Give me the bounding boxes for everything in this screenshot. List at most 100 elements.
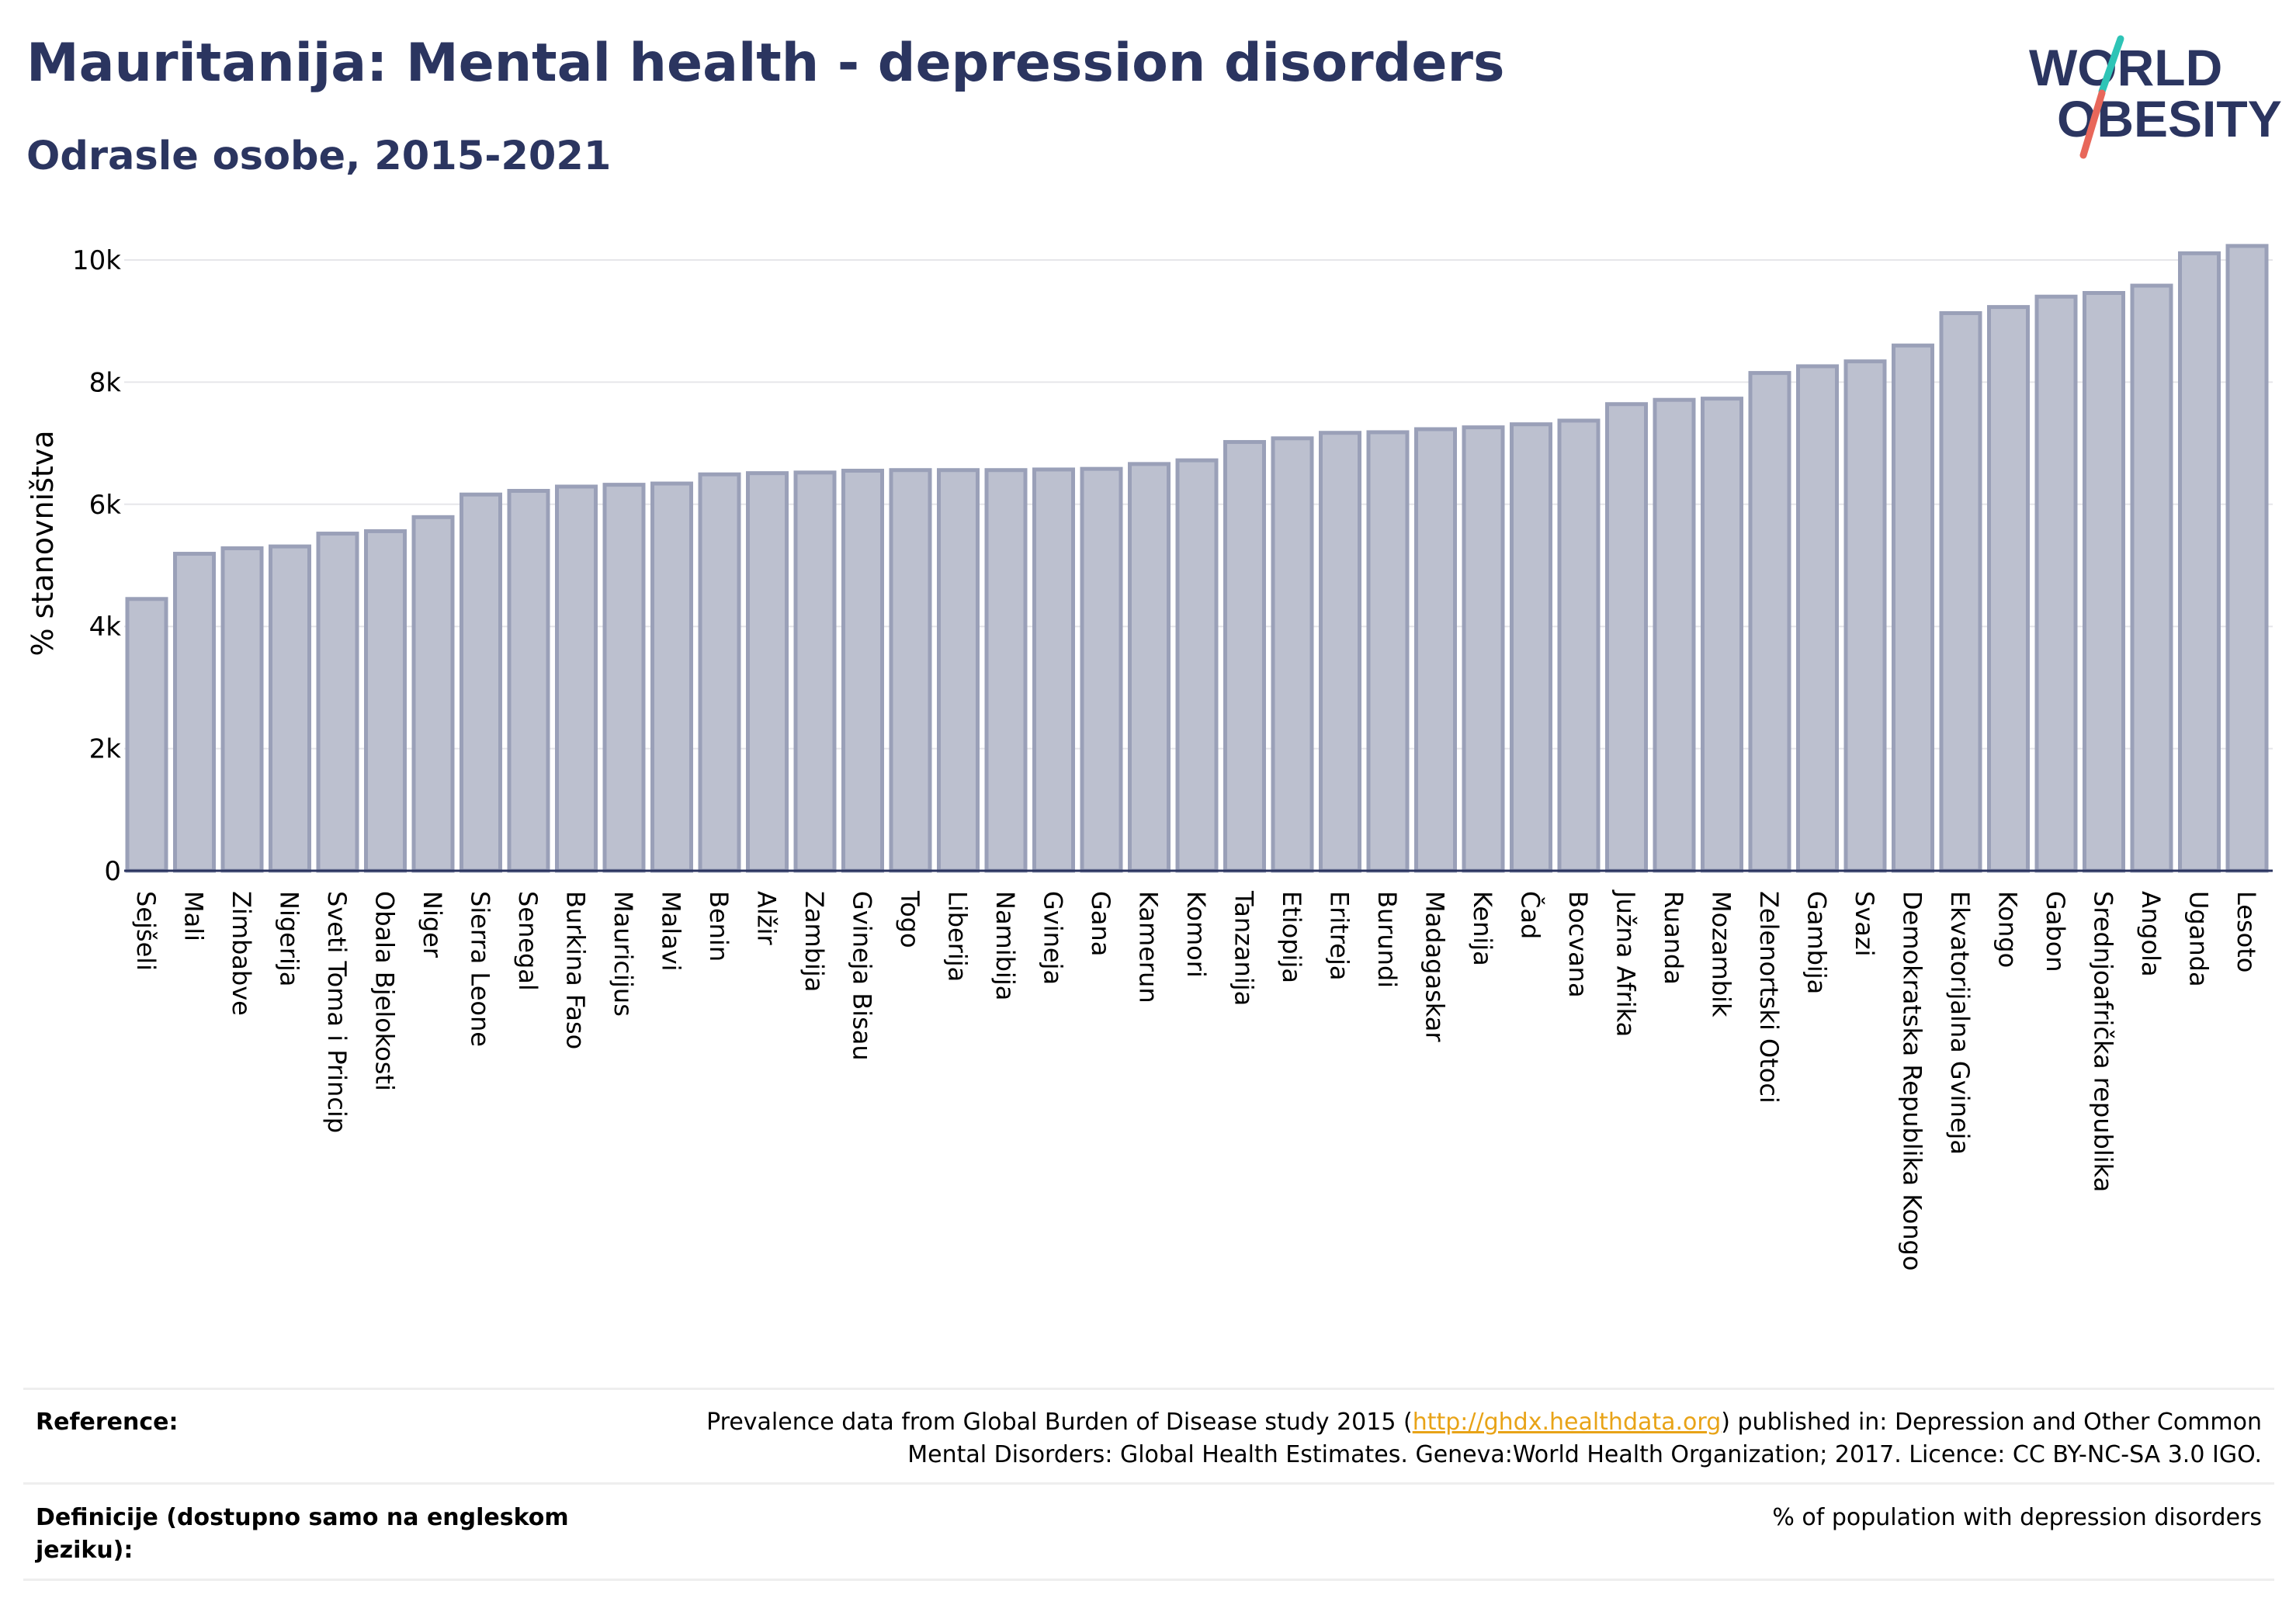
bar-chart: 0 2k 4k 6k 8k 10k Sejšeli Mali Zimbabve Nigerija… — [26, 244, 2273, 1270]
bar[interactable] — [220, 546, 264, 873]
bar[interactable] — [555, 484, 598, 873]
bar[interactable] — [411, 515, 455, 873]
x-tick-label: Etiopija — [1277, 891, 1306, 983]
bar[interactable] — [1557, 418, 1601, 873]
x-tick-label: Mozambik — [1707, 891, 1736, 1017]
x-tick-label: Zambija — [799, 891, 829, 992]
x-tick-label: Sveti Toma i Princip — [322, 891, 352, 1133]
x-tick-label: Namibija — [990, 891, 1020, 1000]
footer-divider-top — [23, 1388, 2274, 1390]
logo-text-world: WORLD — [2029, 39, 2222, 96]
reference-text-line2: Mental Disorders: Global Health Estimate… — [907, 1441, 2262, 1468]
bar[interactable] — [2178, 251, 2221, 873]
bar[interactable] — [2034, 294, 2078, 873]
bar[interactable] — [125, 597, 168, 873]
bar[interactable] — [937, 468, 980, 873]
x-tick-label: Burundi — [1372, 891, 1402, 988]
x-tick-label: Malavi — [657, 891, 686, 972]
bar[interactable] — [1605, 402, 1648, 873]
reference-link[interactable]: http://ghdx.healthdata.org — [1412, 1409, 1722, 1436]
bar[interactable] — [2083, 290, 2125, 873]
bar[interactable] — [460, 492, 502, 873]
x-tick-label: Mali — [179, 891, 209, 941]
definition-text: % of population with depression disorder… — [1772, 1504, 2262, 1531]
bar[interactable] — [698, 472, 741, 873]
bar[interactable] — [602, 483, 646, 873]
bar[interactable] — [650, 481, 693, 873]
bar[interactable] — [1223, 440, 1266, 873]
chart-subtitle: Odrasle osobe, 2015-2021 — [26, 133, 612, 179]
bar[interactable] — [841, 469, 884, 873]
reference-text: Prevalence data from Global Burden of Di… — [706, 1406, 2262, 1471]
x-tick-label: Zimbabve — [227, 891, 256, 1016]
bar[interactable] — [1843, 359, 1887, 873]
x-tick-label: Demokratska Republika Kongo — [1898, 891, 1927, 1270]
x-tick-label: Južna Afrika — [1611, 889, 1641, 1037]
definition-label: Definicije (dostupno samo na engleskom j… — [36, 1502, 569, 1567]
bar[interactable] — [2130, 283, 2173, 873]
bar[interactable] — [2225, 244, 2269, 873]
bar[interactable] — [1128, 462, 1171, 873]
bar[interactable] — [1653, 397, 1696, 873]
x-tick-label: Angola — [2136, 891, 2166, 977]
bar[interactable] — [1939, 310, 1982, 873]
bar[interactable] — [1510, 422, 1552, 873]
x-tick-label: Kenija — [1468, 891, 1497, 966]
bar[interactable] — [316, 532, 359, 873]
x-tick-label: Zelenortski Otoci — [1754, 891, 1784, 1104]
definition-label-line1: Definicije (dostupno samo na engleskom — [36, 1504, 569, 1531]
y-tick-label: 2k — [89, 734, 122, 765]
reference-text-before: Prevalence data from Global Burden of Di… — [706, 1409, 1413, 1436]
bar[interactable] — [1175, 458, 1219, 873]
bar[interactable] — [889, 468, 932, 873]
x-tick-label: Nigerija — [275, 891, 304, 986]
bar[interactable] — [173, 552, 216, 873]
y-tick-label: 0 — [104, 856, 121, 887]
bar[interactable] — [1271, 436, 1314, 873]
bar[interactable] — [1366, 430, 1410, 873]
bar[interactable] — [1414, 427, 1457, 873]
x-tick-label: Burkina Faso — [561, 891, 591, 1049]
bar[interactable] — [1987, 305, 2030, 873]
bar[interactable] — [1080, 466, 1123, 873]
x-tick-label: Komori — [1181, 891, 1211, 978]
x-tick-label: Obala Bjelokosti — [370, 891, 400, 1091]
y-tick-label: 4k — [89, 612, 122, 643]
bar[interactable] — [1701, 397, 1743, 873]
x-tick-label: Gana — [1086, 891, 1115, 956]
x-tick-label: Čad — [1516, 891, 1546, 939]
bar[interactable] — [1748, 371, 1791, 873]
bar[interactable] — [1796, 364, 1839, 873]
x-tick-label: Gvineja — [1039, 891, 1068, 985]
world-obesity-logo: WORLD OBESITY — [2029, 35, 2282, 159]
footer-divider-bottom — [23, 1579, 2274, 1581]
logo-slash-coral — [2079, 89, 2106, 159]
logo-slash-teal — [2098, 35, 2124, 95]
bar[interactable] — [746, 471, 789, 873]
x-tick-label: Sejšeli — [131, 891, 161, 971]
x-tick-label: Mauricijus — [609, 891, 638, 1017]
bar[interactable] — [984, 468, 1028, 873]
y-axis-label: % stanovništva — [26, 430, 60, 656]
reference-text-after: ) published in: Depression and Other Com… — [1721, 1409, 2262, 1436]
bar[interactable] — [364, 529, 407, 873]
x-tick-label: Niger — [418, 891, 447, 958]
bar[interactable] — [793, 470, 837, 873]
bar[interactable] — [1892, 343, 1934, 873]
bar[interactable] — [1032, 467, 1075, 873]
y-tick-label: 10k — [72, 245, 121, 276]
x-tick-label: Benin — [704, 891, 734, 962]
reference-label: Reference: — [36, 1409, 179, 1436]
x-tick-label: Liberija — [943, 891, 973, 982]
x-tick-label: Eritreja — [1325, 891, 1354, 980]
definition-label-line2: jeziku): — [36, 1537, 134, 1564]
bar[interactable] — [507, 488, 550, 873]
y-tick-label: 6k — [89, 490, 122, 521]
bar[interactable] — [269, 544, 311, 873]
bar[interactable] — [1462, 425, 1505, 873]
x-tick-label: Svazi — [1850, 891, 1879, 957]
x-tick-label: Tanzanija — [1230, 890, 1259, 1006]
bar[interactable] — [1319, 431, 1361, 873]
chart-title: Mauritanija: Mental health - depression … — [26, 33, 1505, 94]
x-tick-label: Gambija — [1802, 891, 1832, 994]
